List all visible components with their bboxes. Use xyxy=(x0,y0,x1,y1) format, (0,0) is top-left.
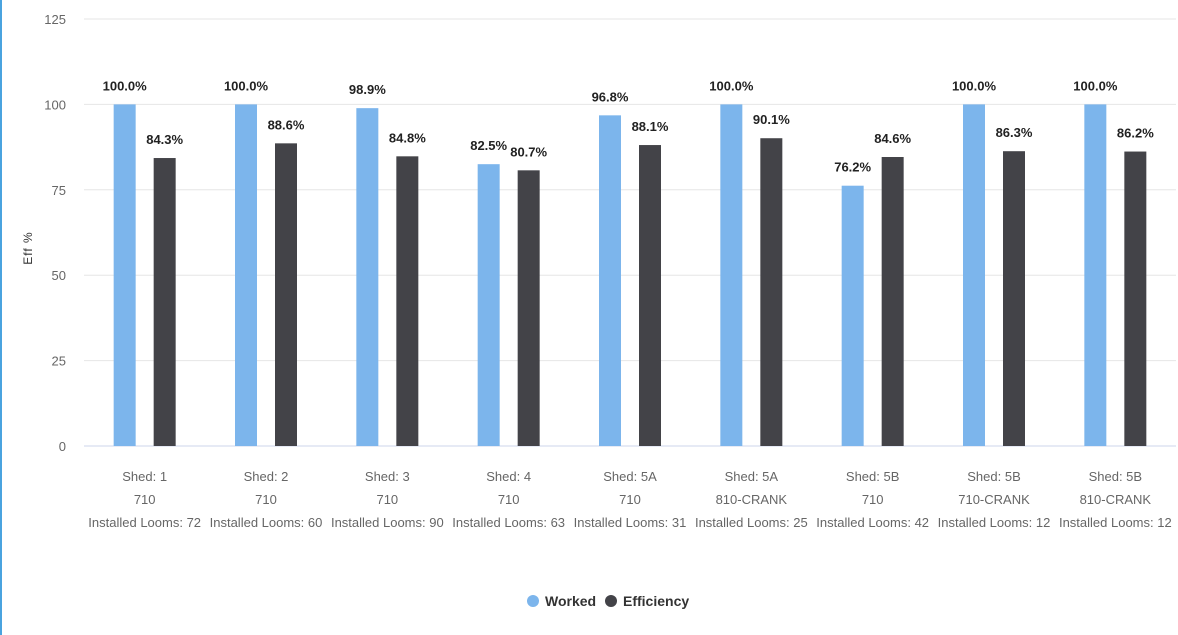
worked-bar[interactable] xyxy=(841,185,864,446)
x-category-label: 710 xyxy=(862,492,884,507)
legend-label: Worked xyxy=(545,593,596,609)
worked-bar[interactable] xyxy=(963,104,985,447)
efficiency-bar[interactable] xyxy=(760,138,783,447)
x-category-label: Shed: 5A xyxy=(603,469,657,484)
efficiency-data-label: 84.3% xyxy=(146,132,183,147)
legend-item-worked[interactable]: Worked xyxy=(527,593,596,609)
y-axis-ticks: 0 25 50 75 100 125 xyxy=(44,12,66,454)
x-category-label: 710 xyxy=(255,492,277,507)
worked-bar[interactable] xyxy=(599,115,621,446)
y-tick-label: 50 xyxy=(52,268,66,283)
efficiency-data-label: 90.1% xyxy=(753,112,790,127)
x-category-label: 710 xyxy=(134,492,156,507)
worked-data-label: 100.0% xyxy=(709,78,754,93)
y-axis-label: Eff % xyxy=(21,231,35,264)
x-category-label: Shed: 3 xyxy=(365,469,410,484)
y-tick-label: 125 xyxy=(44,12,66,27)
x-category-label: Installed Looms: 42 xyxy=(816,515,929,530)
worked-data-label: 96.8% xyxy=(592,89,629,104)
y-tick-label: 100 xyxy=(44,97,66,112)
efficiency-data-label: 88.6% xyxy=(268,117,305,132)
worked-bar[interactable] xyxy=(1084,104,1107,447)
x-category-label: Shed: 2 xyxy=(244,469,289,484)
worked-data-label: 100.0% xyxy=(1073,78,1118,93)
efficiency-bar[interactable] xyxy=(881,157,904,446)
y-tick-label: 0 xyxy=(59,439,66,454)
x-category-label: Shed: 5B xyxy=(846,469,900,484)
worked-data-label: 100.0% xyxy=(103,78,148,93)
efficiency-bar[interactable] xyxy=(396,156,419,447)
x-category-label: Shed: 5A xyxy=(725,469,779,484)
worked-bar[interactable] xyxy=(720,104,743,447)
worked-data-label: 76.2% xyxy=(834,160,871,175)
efficiency-data-label: 80.7% xyxy=(510,144,547,159)
legend-item-efficiency[interactable]: Efficiency xyxy=(605,593,689,609)
x-category-label: 710 xyxy=(498,492,520,507)
x-category-label: Installed Looms: 31 xyxy=(574,515,687,530)
efficiency-data-label: 84.6% xyxy=(874,131,911,146)
x-category-label: Installed Looms: 72 xyxy=(88,515,201,530)
x-category-label: 810-CRANK xyxy=(1080,492,1152,507)
x-category-label: 710-CRANK xyxy=(958,492,1030,507)
worked-data-label: 82.5% xyxy=(470,138,507,153)
efficiency-bar[interactable] xyxy=(1003,151,1025,446)
efficiency-data-label: 86.2% xyxy=(1117,126,1154,141)
x-category-label: 710 xyxy=(376,492,398,507)
legend-marker xyxy=(527,595,539,607)
x-category-label: 810-CRANK xyxy=(716,492,788,507)
worked-bar[interactable] xyxy=(235,104,257,447)
x-category-label: Shed: 5B xyxy=(1089,469,1143,484)
bars xyxy=(113,104,1147,447)
efficiency-data-label: 84.8% xyxy=(389,130,426,145)
legend-label: Efficiency xyxy=(623,593,689,609)
worked-bar[interactable] xyxy=(477,164,500,446)
x-category-label: Installed Looms: 90 xyxy=(331,515,444,530)
worked-data-label: 100.0% xyxy=(952,78,997,93)
x-axis-categories: Shed: 1 710 Installed Looms: 72 Shed: 2 710 I… xyxy=(88,469,1171,530)
x-category-label: Installed Looms: 25 xyxy=(695,515,808,530)
legend: Worked Efficiency xyxy=(527,593,689,609)
x-category-label: Installed Looms: 12 xyxy=(1059,515,1172,530)
efficiency-data-label: 88.1% xyxy=(632,119,669,134)
x-category-label: 710 xyxy=(619,492,641,507)
data-labels: 100.0% 84.3% 100.0% 88.6% 98.9% 84.8% 82.5% 80.… xyxy=(103,78,1155,174)
worked-bar[interactable] xyxy=(356,108,379,447)
x-category-label: Installed Looms: 12 xyxy=(938,515,1051,530)
efficiency-bar[interactable] xyxy=(153,158,176,447)
efficiency-data-label: 86.3% xyxy=(996,125,1033,140)
worked-data-label: 100.0% xyxy=(224,78,269,93)
worked-bar[interactable] xyxy=(113,104,136,447)
x-category-label: Installed Looms: 60 xyxy=(210,515,323,530)
x-category-label: Installed Looms: 63 xyxy=(452,515,565,530)
efficiency-bar[interactable] xyxy=(1124,151,1147,446)
x-category-label: Shed: 5B xyxy=(967,469,1021,484)
grid-lines xyxy=(84,18,1176,447)
efficiency-bar[interactable] xyxy=(517,170,540,446)
efficiency-bar[interactable] xyxy=(275,143,297,446)
legend-marker xyxy=(605,595,617,607)
x-category-label: Shed: 4 xyxy=(486,469,531,484)
y-tick-label: 75 xyxy=(52,183,66,198)
y-tick-label: 25 xyxy=(52,354,66,369)
x-category-label: Shed: 1 xyxy=(122,469,167,484)
worked-data-label: 98.9% xyxy=(349,82,386,97)
efficiency-bar[interactable] xyxy=(639,145,661,446)
